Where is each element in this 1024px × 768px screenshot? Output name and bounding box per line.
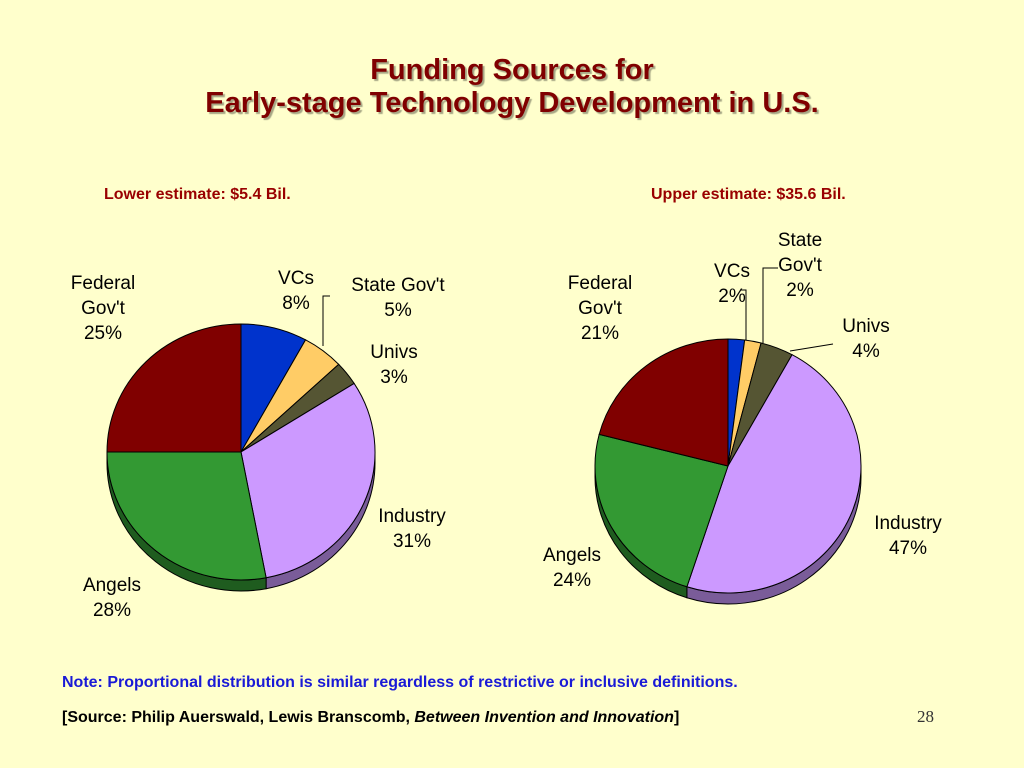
slide-title: Funding Sources for Early-stage Technolo… [0,54,1024,120]
slice-label-state-gov-t: State Gov't 5% [351,275,445,321]
title-line-1: Funding Sources for [370,54,654,86]
slice-label-angels: Angels 24% [543,545,601,591]
slice-industry [686,354,862,594]
source-book-title: Between Invention and Innovation [414,709,674,726]
upper-estimate-label: Upper estimate: $35.6 Bil. [651,186,846,203]
pie-chart-upper: VCs 2% State Gov't 2% Univs 4% Industry 47% Angel… [543,230,942,605]
slice-label-federal-gov-t: Federal Gov't 25% [71,273,135,344]
slice-label-angels: Angels 28% [83,575,141,621]
slice-label-univs: Univs 4% [842,316,890,362]
slice-label-federal-gov-t: Federal Gov't 21% [568,273,632,344]
lower-estimate-label: Lower estimate: $5.4 Bil. [104,186,291,203]
leader-line [762,267,778,343]
slice-angels [106,451,267,581]
slice-label-vcs: VCs 8% [278,268,314,314]
slice-label-industry: Industry 31% [378,506,446,552]
title-line-2: Early-stage Technology Development in U.… [205,87,819,119]
slice-angels [594,433,729,588]
slice-industry [240,382,376,579]
slice-federal-gov-t [106,323,242,453]
source-citation: [Source: Philip Auerswald, Lewis Bransco… [62,709,679,727]
slice-federal-gov-t [598,338,729,467]
slice-label-univs: Univs 3% [370,342,418,388]
leader-line [322,295,330,346]
source-suffix: ] [673,709,680,726]
leader-line [789,343,834,352]
leader-line [741,289,747,340]
page-number: 28 [917,707,934,726]
slice-label-vcs: VCs 2% [714,261,750,307]
note-text: Note: Proportional distribution is simil… [62,674,738,691]
slice-label-industry: Industry 47% [874,513,942,559]
source-prefix: [Source: Philip Auerswald, Lewis Bransco… [62,709,415,726]
slice-label-state-gov-t: State Gov't 2% [778,230,823,301]
pie-chart-lower: VCs 8% State Gov't 5% Univs 3% Industry 31% Ange… [71,268,446,621]
